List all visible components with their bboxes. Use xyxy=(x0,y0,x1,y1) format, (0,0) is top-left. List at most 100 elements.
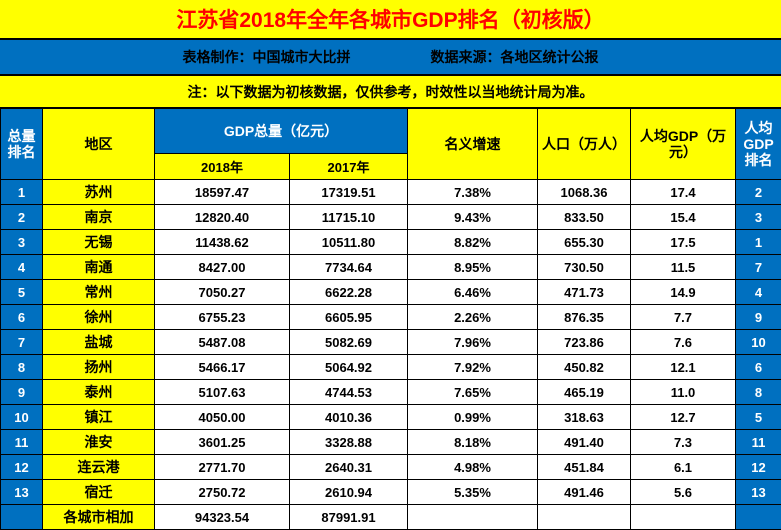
per-capita-rank-cell: 8 xyxy=(735,379,781,405)
gdp-2017-cell: 5082.69 xyxy=(289,329,408,355)
table-row: 2 南京 12820.40 11715.10 9.43% 833.50 15.4 3 xyxy=(0,204,781,230)
per-capita-cell: 15.4 xyxy=(630,204,736,230)
table-row: 3 无锡 11438.62 10511.80 8.82% 655.30 17.5 1 xyxy=(0,229,781,255)
header-growth: 名义增速 xyxy=(407,108,538,180)
table-row: 12 连云港 2771.70 2640.31 4.98% 451.84 6.1 12 xyxy=(0,454,781,480)
header-per-capita-rank: 人均GDP排名 xyxy=(735,108,781,180)
gdp-2018-cell: 3601.25 xyxy=(154,429,290,455)
header-year-2018: 2018年 xyxy=(154,153,290,180)
gdp-2017-cell: 2610.94 xyxy=(289,479,408,505)
per-capita-rank-cell: 12 xyxy=(735,454,781,480)
population-cell: 450.82 xyxy=(537,354,631,380)
gdp-2018-cell: 2771.70 xyxy=(154,454,290,480)
population-cell: 1068.36 xyxy=(537,179,631,205)
total-rank-cell: 10 xyxy=(0,404,43,430)
total-rank-cell: 8 xyxy=(0,354,43,380)
per-capita-cell: 7.3 xyxy=(630,429,736,455)
note-bar: 注：以下数据为初核数据，仅供参考，时效性以当地统计局为准。 xyxy=(0,76,781,108)
page-title: 江苏省2018年全年各城市GDP排名（初核版） xyxy=(0,0,781,40)
total-rank-cell: 13 xyxy=(0,479,43,505)
population-cell: 876.35 xyxy=(537,304,631,330)
gdp-2017-cell: 4010.36 xyxy=(289,404,408,430)
gdp-2017-cell: 11715.10 xyxy=(289,204,408,230)
per-capita-rank-cell: 10 xyxy=(735,329,781,355)
growth-cell: 0.99% xyxy=(407,404,538,430)
total-rank-cell: 2 xyxy=(0,204,43,230)
per-capita-rank-cell: 6 xyxy=(735,354,781,380)
gdp-2017-cell: 3328.88 xyxy=(289,429,408,455)
population-cell: 723.86 xyxy=(537,329,631,355)
table-row: 13 宿迁 2750.72 2610.94 5.35% 491.46 5.6 13 xyxy=(0,479,781,505)
total-rank-cell: 12 xyxy=(0,454,43,480)
gdp-2017-cell: 17319.51 xyxy=(289,179,408,205)
per-capita-cell: 11.5 xyxy=(630,254,736,280)
table-row: 1 苏州 18597.47 17319.51 7.38% 1068.36 17.4 2 xyxy=(0,179,781,205)
note-text: 注：以下数据为初核数据，仅供参考，时效性以当地统计局为准。 xyxy=(187,83,594,100)
total-rank-cell: 11 xyxy=(0,429,43,455)
population-cell: 451.84 xyxy=(537,454,631,480)
table-row: 4 南通 8427.00 7734.64 8.95% 730.50 11.5 7 xyxy=(0,254,781,280)
growth-cell: 6.46% xyxy=(407,279,538,305)
table-row: 6 徐州 6755.23 6605.95 2.26% 876.35 7.7 9 xyxy=(0,304,781,330)
region-cell: 连云港 xyxy=(42,454,155,480)
per-capita-rank-cell: 13 xyxy=(735,479,781,505)
total-rank-cell: 3 xyxy=(0,229,43,255)
table-row: 11 淮安 3601.25 3328.88 8.18% 491.40 7.3 11 xyxy=(0,429,781,455)
region-cell: 盐城 xyxy=(42,329,155,355)
per-capita-rank-cell: 4 xyxy=(735,279,781,305)
gdp-2018-cell: 5466.17 xyxy=(154,354,290,380)
gdp-2017-cell: 4744.53 xyxy=(289,379,408,405)
population-cell: 730.50 xyxy=(537,254,631,280)
growth-cell: 7.65% xyxy=(407,379,538,405)
gdp-2018-cell: 12820.40 xyxy=(154,204,290,230)
growth-cell: 7.38% xyxy=(407,179,538,205)
growth-cell: 8.18% xyxy=(407,429,538,455)
header-per-capita: 人均GDP（万元） xyxy=(630,108,736,180)
population-cell: 833.50 xyxy=(537,204,631,230)
total-rank-cell: 7 xyxy=(0,329,43,355)
header-year-2017: 2017年 xyxy=(289,153,408,180)
gdp-2017-cell: 2640.31 xyxy=(289,454,408,480)
table-row: 10 镇江 4050.00 4010.36 0.99% 318.63 12.7 5 xyxy=(0,404,781,430)
population-cell: 491.46 xyxy=(537,479,631,505)
growth-cell: 8.82% xyxy=(407,229,538,255)
growth-cell: 2.26% xyxy=(407,304,538,330)
footer-row: 各城市相加 94323.54 87991.91 xyxy=(0,504,781,530)
gdp-2018-cell: 11438.62 xyxy=(154,229,290,255)
per-capita-cell: 6.1 xyxy=(630,454,736,480)
footer-per-capita-rank-cell xyxy=(735,504,781,530)
growth-cell: 4.98% xyxy=(407,454,538,480)
header-population: 人口（万人） xyxy=(537,108,631,180)
per-capita-cell: 17.5 xyxy=(630,229,736,255)
table-header: 总量排名 地区 GDP总量（亿元） 名义增速 人口（万人） 人均GDP（万元） … xyxy=(0,108,781,180)
gdp-ranking-table: 总量排名 地区 GDP总量（亿元） 名义增速 人口（万人） 人均GDP（万元） … xyxy=(0,108,781,530)
growth-cell: 9.43% xyxy=(407,204,538,230)
growth-cell: 7.92% xyxy=(407,354,538,380)
population-cell: 318.63 xyxy=(537,404,631,430)
gdp-2018-cell: 7050.27 xyxy=(154,279,290,305)
table-row: 9 泰州 5107.63 4744.53 7.65% 465.19 11.0 8 xyxy=(0,379,781,405)
growth-cell: 5.35% xyxy=(407,479,538,505)
region-cell: 苏州 xyxy=(42,179,155,205)
region-cell: 淮安 xyxy=(42,429,155,455)
table-row: 7 盐城 5487.08 5082.69 7.96% 723.86 7.6 10 xyxy=(0,329,781,355)
population-cell: 465.19 xyxy=(537,379,631,405)
footer-growth-cell xyxy=(407,504,538,530)
header-region: 地区 xyxy=(42,108,155,180)
title-text: 江苏省2018年全年各城市GDP排名（初核版） xyxy=(176,9,605,32)
header-total-rank: 总量排名 xyxy=(0,108,43,180)
gdp-2018-cell: 5487.08 xyxy=(154,329,290,355)
region-cell: 南京 xyxy=(42,204,155,230)
per-capita-cell: 12.1 xyxy=(630,354,736,380)
region-cell: 宿迁 xyxy=(42,479,155,505)
per-capita-rank-cell: 1 xyxy=(735,229,781,255)
per-capita-rank-cell: 9 xyxy=(735,304,781,330)
per-capita-cell: 7.6 xyxy=(630,329,736,355)
header-gdp-total: GDP总量（亿元） xyxy=(154,108,408,154)
gdp-2018-cell: 8427.00 xyxy=(154,254,290,280)
region-cell: 镇江 xyxy=(42,404,155,430)
per-capita-cell: 7.7 xyxy=(630,304,736,330)
per-capita-cell: 14.9 xyxy=(630,279,736,305)
gdp-2017-cell: 6605.95 xyxy=(289,304,408,330)
